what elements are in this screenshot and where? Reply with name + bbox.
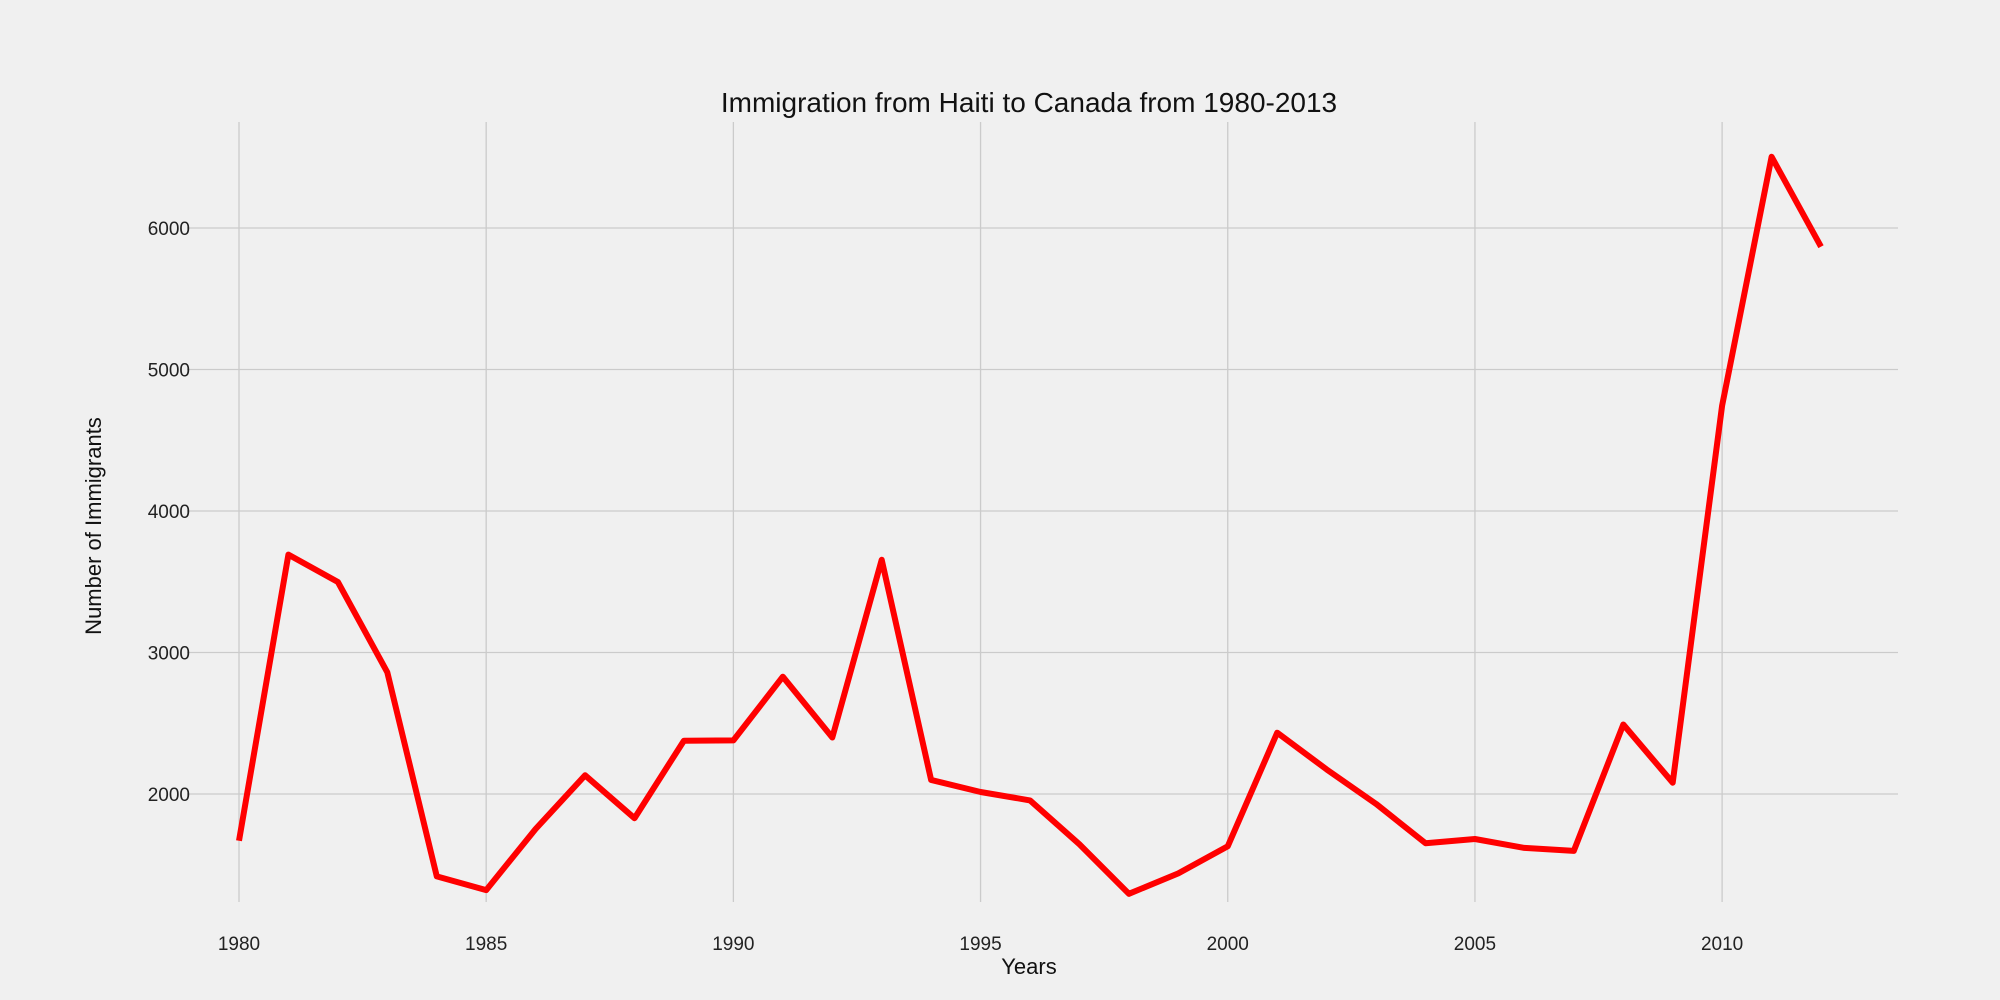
x-tick-label: 1980 <box>218 934 260 955</box>
x-tick-label: 2000 <box>1207 934 1249 955</box>
tick-layer: 1980 1985 1990 1995 2000 2005 2010 2000 3000 4000… <box>148 219 1744 955</box>
y-tick-label: 4000 <box>148 502 190 523</box>
x-tick-label: 1985 <box>465 934 507 955</box>
x-tick-label: 1990 <box>712 934 754 955</box>
series-layer <box>236 153 1824 897</box>
series-line <box>236 153 1824 897</box>
y-tick-label: 6000 <box>148 219 190 240</box>
x-tick-label: 2010 <box>1701 934 1743 955</box>
y-axis-title: Number of Immigrants <box>81 417 106 635</box>
y-tick-label: 3000 <box>148 644 190 665</box>
x-tick-label: 1995 <box>959 934 1001 955</box>
y-tick-label: 2000 <box>148 785 190 806</box>
chart-title: Immigration from Haiti to Canada from 19… <box>721 87 1337 118</box>
x-axis-title: Years <box>1001 954 1056 979</box>
y-tick-label: 5000 <box>148 361 190 382</box>
grid-layer <box>187 122 1898 902</box>
x-tick-label: 2005 <box>1454 934 1496 955</box>
